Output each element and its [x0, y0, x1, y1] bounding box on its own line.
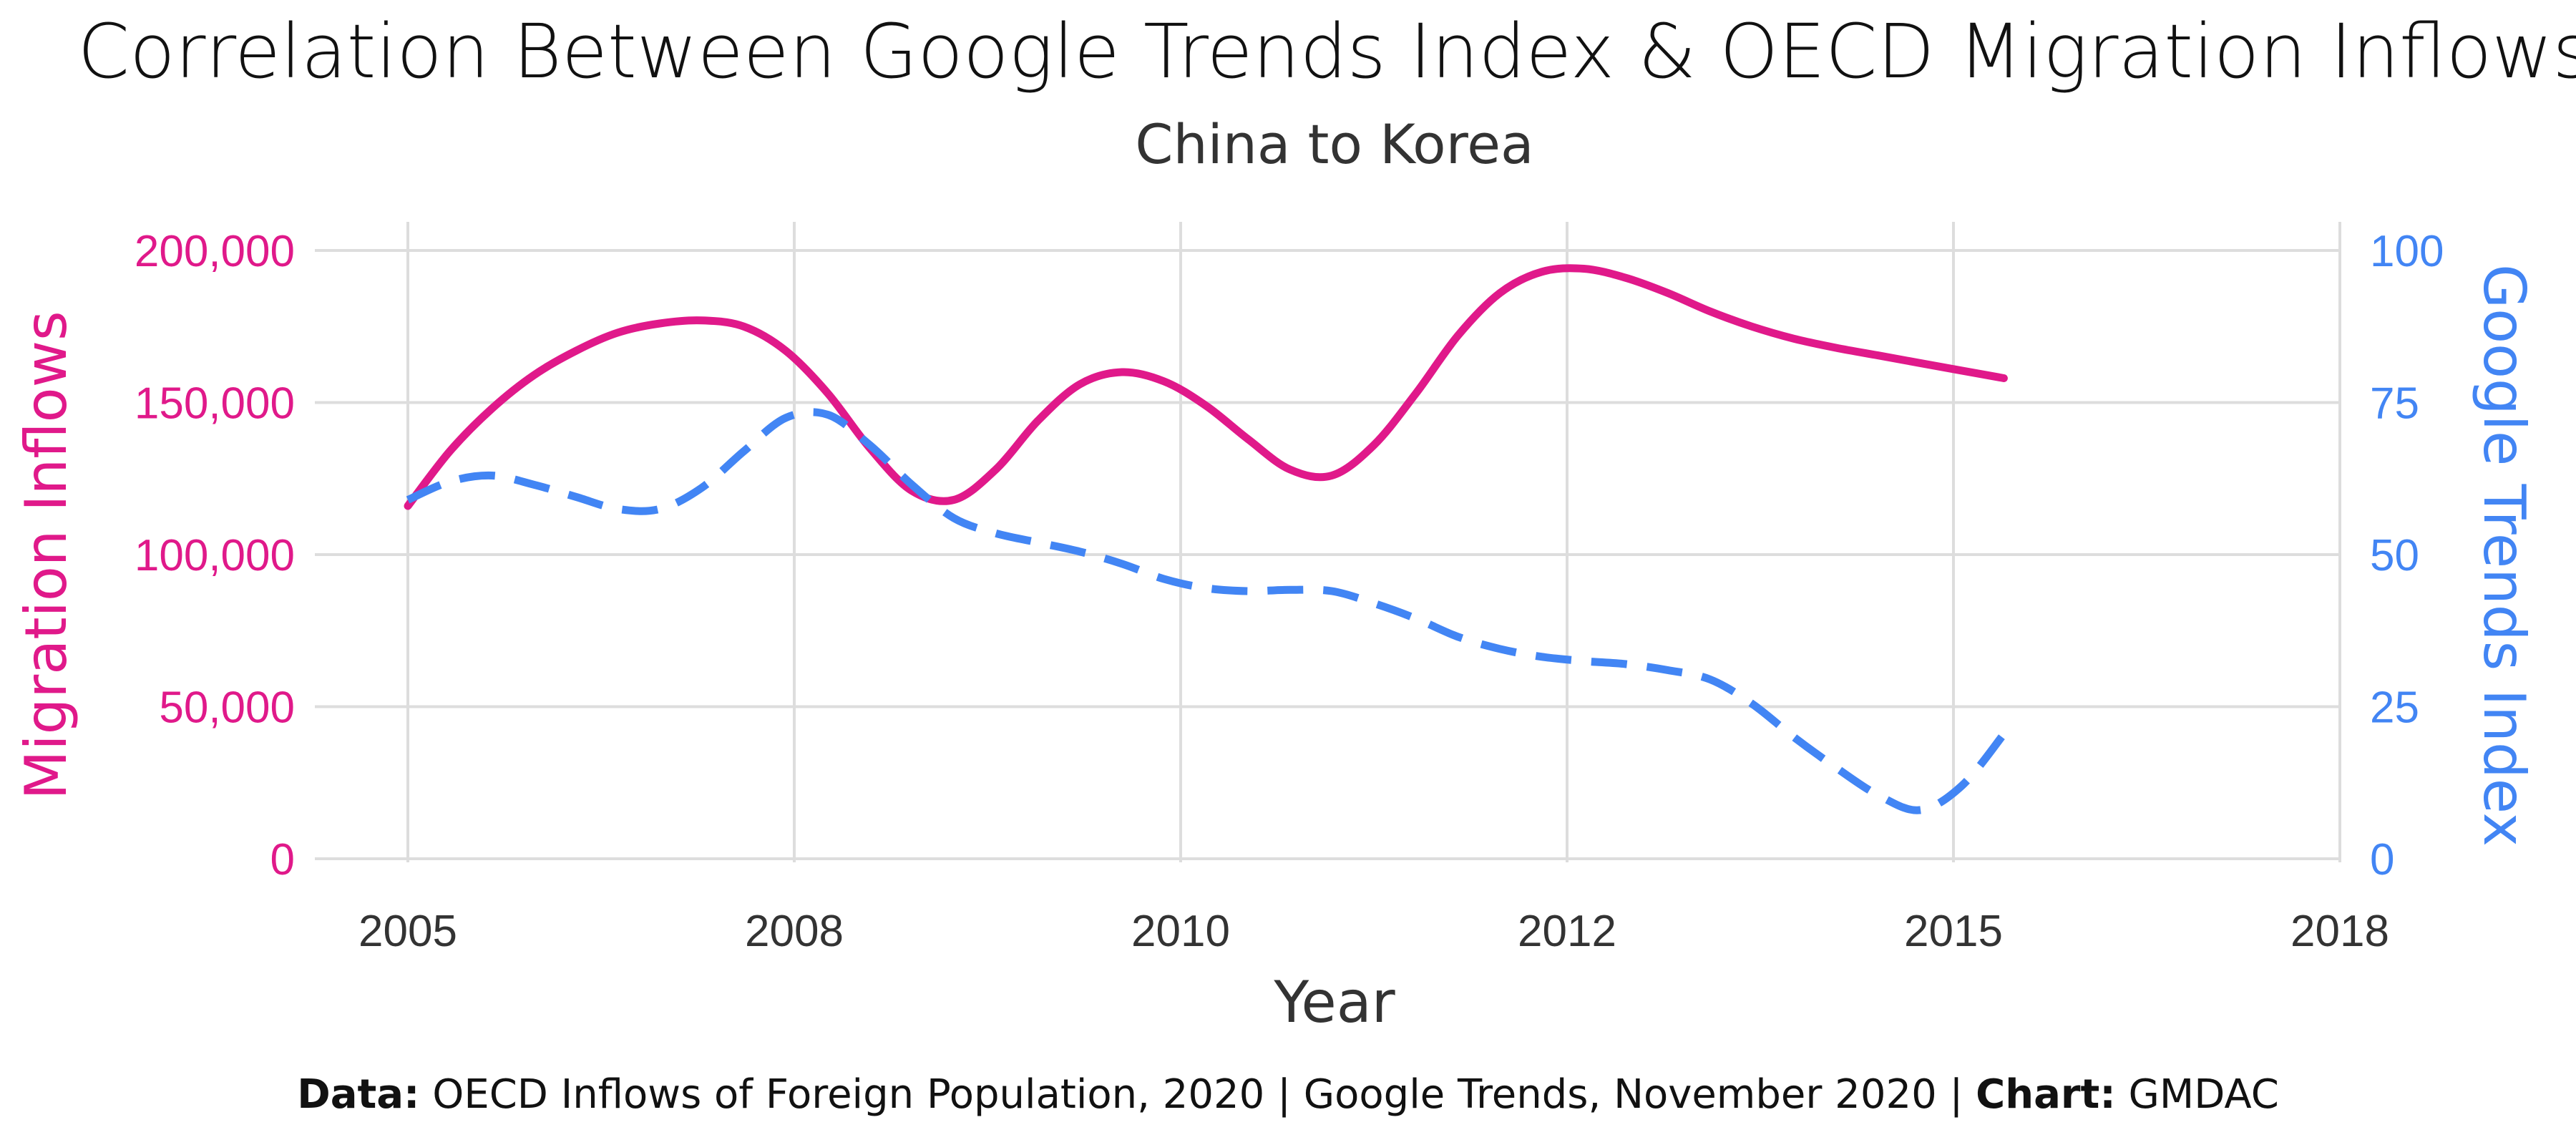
x-tick-label: 2012: [1518, 907, 1616, 956]
y-left-tick-label: 100,000: [135, 531, 295, 580]
x-axis-title: Year: [1273, 969, 1395, 1036]
y-right-tick-label: 25: [2370, 683, 2419, 733]
y-left-tick-label: 0: [270, 835, 295, 885]
grid: [315, 222, 2341, 862]
axis-ticks: 0 0 50,000 25 100,000 50 150,000 75 200,000 100 20…: [135, 227, 2444, 956]
caption-data-text: OECD Inflows of Foreign Population, 2020…: [419, 1071, 1976, 1118]
caption-chart-label: Chart:: [1976, 1071, 2116, 1118]
y-right-tick-label: 0: [2370, 835, 2394, 885]
y-left-tick-label: 150,000: [135, 379, 295, 429]
y-left-tick-label: 50,000: [159, 683, 295, 733]
caption-data-label: Data:: [297, 1071, 419, 1118]
series-lines: [404, 264, 2008, 814]
y-axis-right-title: Google Trends Index: [2471, 264, 2537, 847]
x-tick-label: 2018: [2290, 907, 2389, 956]
caption-chart-text: GMDAC: [2116, 1071, 2279, 1118]
chart-subtitle: China to Korea: [1135, 112, 1533, 176]
y-right-tick-label: 50: [2370, 531, 2419, 580]
y-right-tick-label: 100: [2370, 227, 2444, 276]
x-tick-label: 2010: [1131, 907, 1230, 956]
chart-title: Correlation Between Google Trends Index …: [78, 8, 2576, 95]
y-axis-left-title: Migration Inflows: [13, 311, 79, 799]
x-tick-label: 2008: [745, 907, 844, 956]
y-left-tick-label: 200,000: [135, 227, 295, 276]
x-tick-label: 2015: [1904, 907, 2003, 956]
series-line-google-trends: [406, 408, 2007, 814]
y-right-tick-label: 75: [2370, 379, 2419, 429]
caption: Data: OECD Inflows of Foreign Population…: [297, 1071, 2279, 1118]
series-line-migration: [404, 264, 2008, 510]
x-tick-label: 2005: [358, 907, 457, 956]
